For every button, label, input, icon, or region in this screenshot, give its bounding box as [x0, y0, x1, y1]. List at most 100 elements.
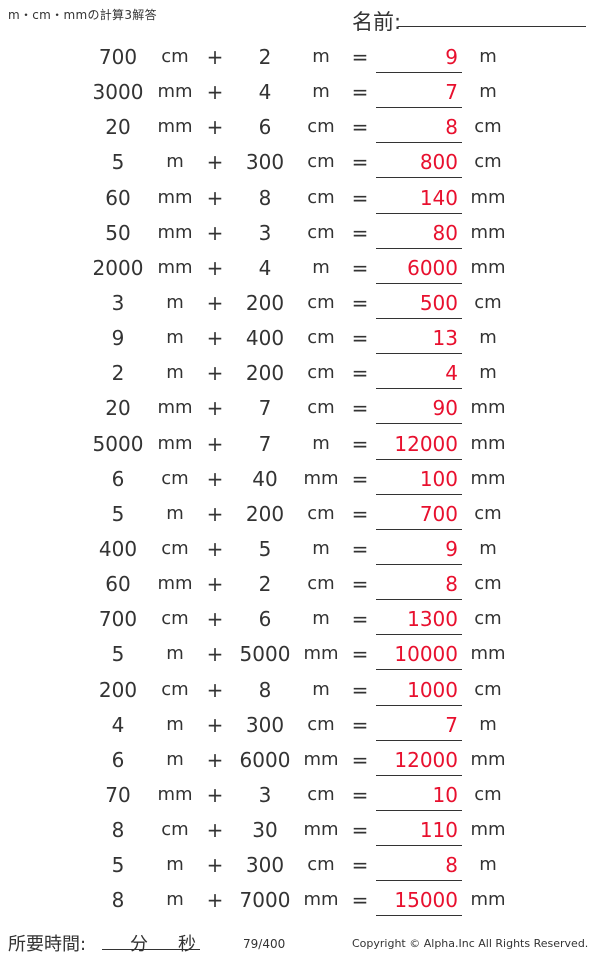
copyright-notice: Copyright © Alpha.Inc All Rights Reserve…	[352, 937, 589, 950]
first-unit: m	[166, 291, 184, 313]
time-field-line[interactable]	[102, 949, 200, 950]
problem-row: 5 m +300 cm = 800 cm	[0, 145, 600, 180]
answer-unit: m	[479, 46, 497, 67]
first-unit: m	[166, 713, 184, 735]
name-field-line[interactable]	[398, 26, 586, 27]
second-unit: m	[312, 46, 330, 67]
answer-line	[376, 774, 462, 776]
first-unit: mm	[157, 186, 193, 208]
answer-unit: mm	[470, 432, 506, 454]
second-number: 7	[258, 396, 272, 421]
problem-row: 2000 mm +4 m = 6000 mm	[0, 251, 600, 286]
answer-unit: mm	[470, 186, 506, 208]
answer-line	[376, 634, 462, 636]
first-number: 3000	[92, 80, 144, 105]
first-number: 70	[105, 782, 131, 807]
answer: 80	[432, 220, 458, 245]
minutes-label: 分	[130, 934, 148, 955]
answer-line	[376, 282, 462, 284]
plus-operator: +	[206, 396, 224, 421]
second-number: 30	[252, 818, 278, 843]
answer-unit: m	[479, 362, 497, 384]
second-unit: cm	[307, 397, 335, 419]
answer: 8	[445, 572, 458, 597]
second-unit: mm	[303, 889, 339, 911]
problem-row: 9 m +400 cm = 13 m	[0, 321, 600, 356]
plus-operator: +	[206, 677, 224, 702]
second-unit: cm	[307, 573, 335, 595]
answer-unit: cm	[474, 608, 502, 630]
second-unit: mm	[303, 643, 339, 665]
answer-line	[376, 915, 462, 917]
answer-unit: m	[479, 854, 497, 876]
problem-row: 700 cm +2 m = 9 m	[0, 40, 600, 75]
second-unit: cm	[307, 291, 335, 313]
answer: 1300	[407, 607, 458, 632]
time-label: 所要時間:	[8, 934, 87, 955]
second-unit: cm	[307, 783, 335, 805]
second-unit: cm	[307, 854, 335, 876]
equals-sign: =	[351, 501, 369, 526]
problem-row: 5000 mm +7 m = 12000 mm	[0, 427, 600, 462]
second-unit: m	[312, 256, 330, 278]
answer-unit: m	[479, 537, 497, 559]
second-unit: cm	[307, 116, 335, 138]
first-unit: m	[166, 889, 184, 911]
equals-sign: =	[351, 326, 369, 351]
first-unit: mm	[157, 432, 193, 454]
answer-line	[376, 177, 462, 179]
answer-unit: mm	[470, 748, 506, 770]
equals-sign: =	[351, 185, 369, 210]
answer-unit: mm	[470, 889, 506, 911]
answer-line	[376, 317, 462, 319]
problem-row: 6 cm +40 mm = 100 mm	[0, 462, 600, 497]
equals-sign: =	[351, 466, 369, 491]
answer: 1000	[407, 677, 458, 702]
answer-unit: mm	[470, 819, 506, 841]
second-number: 8	[258, 677, 272, 702]
first-unit: mm	[157, 397, 193, 419]
second-number: 2	[258, 572, 272, 597]
worksheet-title: m・cm・mmの計算3解答	[8, 8, 157, 22]
equals-sign: =	[351, 290, 369, 315]
answer-line	[376, 809, 462, 811]
equals-sign: =	[351, 677, 369, 702]
second-unit: m	[312, 608, 330, 630]
problem-row: 2 m +200 cm = 4 m	[0, 356, 600, 391]
answer-unit: m	[479, 713, 497, 735]
plus-operator: +	[206, 150, 224, 175]
second-number: 4	[258, 255, 272, 280]
answer: 10000	[394, 642, 458, 667]
second-unit: mm	[303, 748, 339, 770]
first-number: 60	[105, 185, 131, 210]
second-unit: m	[312, 678, 330, 700]
plus-operator: +	[206, 818, 224, 843]
first-unit: cm	[161, 46, 189, 67]
plus-operator: +	[206, 431, 224, 456]
equals-sign: =	[351, 361, 369, 386]
answer-line	[376, 528, 462, 530]
second-unit: cm	[307, 362, 335, 384]
equals-sign: =	[351, 255, 369, 280]
answer-line	[376, 493, 462, 495]
problem-row: 4 m +300 cm = 7 m	[0, 708, 600, 743]
answer-line	[376, 142, 462, 144]
problem-row: 700 cm +6 m = 1300 cm	[0, 602, 600, 637]
second-unit: cm	[307, 151, 335, 173]
answer-unit: cm	[474, 116, 502, 138]
equals-sign: =	[351, 115, 369, 140]
plus-operator: +	[206, 572, 224, 597]
second-unit: cm	[307, 221, 335, 243]
first-number: 4	[111, 712, 125, 737]
second-unit: cm	[307, 713, 335, 735]
answer: 13	[432, 326, 458, 351]
answer-unit: mm	[470, 221, 506, 243]
equals-sign: =	[351, 45, 369, 69]
second-number: 200	[245, 501, 285, 526]
second-number: 8	[258, 185, 272, 210]
plus-operator: +	[206, 45, 224, 69]
problem-row: 50 mm +3 cm = 80 mm	[0, 216, 600, 251]
second-number: 7000	[239, 888, 291, 913]
first-number: 20	[105, 115, 131, 140]
first-unit: m	[166, 502, 184, 524]
